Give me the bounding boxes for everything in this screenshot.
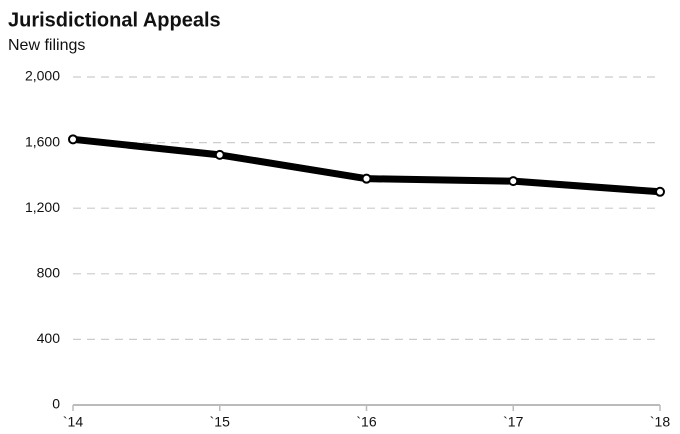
y-tick-label: 1,600 xyxy=(25,133,60,149)
x-tick-label: `14 xyxy=(63,414,83,430)
x-tick-label: `15 xyxy=(210,414,230,430)
point xyxy=(361,173,372,184)
y-tick-label: 1,200 xyxy=(25,199,60,215)
chart-title: Jurisdictional Appeals xyxy=(8,9,221,31)
point xyxy=(214,149,225,160)
point xyxy=(508,176,519,187)
y-tick-label: 800 xyxy=(37,265,61,281)
y-tick-label: 2,000 xyxy=(25,68,60,84)
x-tick-label: `17 xyxy=(503,414,523,430)
y-tick-label: 400 xyxy=(37,330,61,346)
line xyxy=(72,135,661,196)
y-tick-label: 0 xyxy=(52,396,60,412)
point xyxy=(68,134,78,145)
chart-subtitle: New filings xyxy=(8,37,85,54)
point xyxy=(655,186,665,197)
x-tick-label: `18 xyxy=(650,414,670,430)
x-tick-label: `16 xyxy=(356,414,376,430)
